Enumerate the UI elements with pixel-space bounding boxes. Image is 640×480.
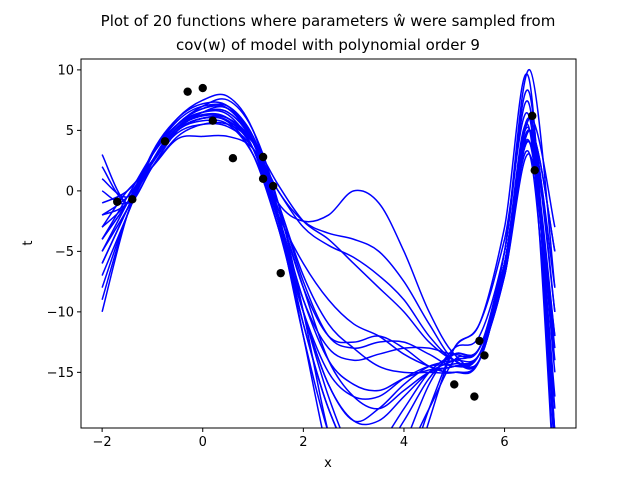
- x-tick-label: 0: [199, 435, 207, 450]
- data-point: [258, 174, 268, 183]
- data-point: [530, 166, 539, 175]
- data-point: [450, 380, 459, 389]
- data-point: [198, 83, 207, 93]
- x-tick-label: 2: [299, 435, 307, 450]
- data-point: [475, 336, 484, 346]
- x-tick-label: 4: [400, 435, 408, 450]
- data-point: [528, 111, 537, 121]
- chart-title: cov(w) of model with polynomial order 9: [176, 36, 480, 54]
- function-curve: [101, 73, 553, 428]
- function-curve: [101, 116, 556, 392]
- data-point: [480, 351, 489, 360]
- function-curve: [101, 112, 556, 423]
- data-point: [276, 268, 285, 278]
- data-point: [128, 195, 137, 204]
- y-tick-label: 5: [66, 124, 74, 139]
- function-curve: [101, 98, 556, 428]
- y-tick-label: 0: [66, 184, 74, 199]
- y-axis-label: t: [21, 240, 36, 245]
- function-curve: [101, 100, 554, 428]
- function-curve: [101, 89, 556, 428]
- axes-frame: [80, 58, 577, 429]
- function-curve: [101, 105, 556, 410]
- data-point: [208, 116, 217, 125]
- y-tick-label: −5: [55, 245, 74, 260]
- data-point: [160, 137, 170, 146]
- data-point: [268, 181, 278, 191]
- function-curve: [101, 108, 552, 428]
- data-point: [470, 392, 479, 401]
- x-tick-label: 6: [500, 435, 508, 450]
- x-axis-label: x: [324, 456, 332, 471]
- y-tick-label: 10: [57, 63, 74, 78]
- x-tick-label: −2: [93, 435, 112, 450]
- function-curve: [101, 109, 556, 428]
- data-point: [183, 87, 192, 96]
- y-tick-label: −15: [47, 366, 74, 381]
- y-tick-label: −10: [47, 305, 74, 320]
- data-point: [113, 197, 122, 206]
- plot-area: [101, 69, 556, 428]
- chart-title: Plot of 20 functions where parameters ŵ …: [101, 12, 556, 30]
- function-curve: [101, 69, 556, 375]
- data-point: [258, 152, 268, 162]
- data-point: [228, 154, 238, 163]
